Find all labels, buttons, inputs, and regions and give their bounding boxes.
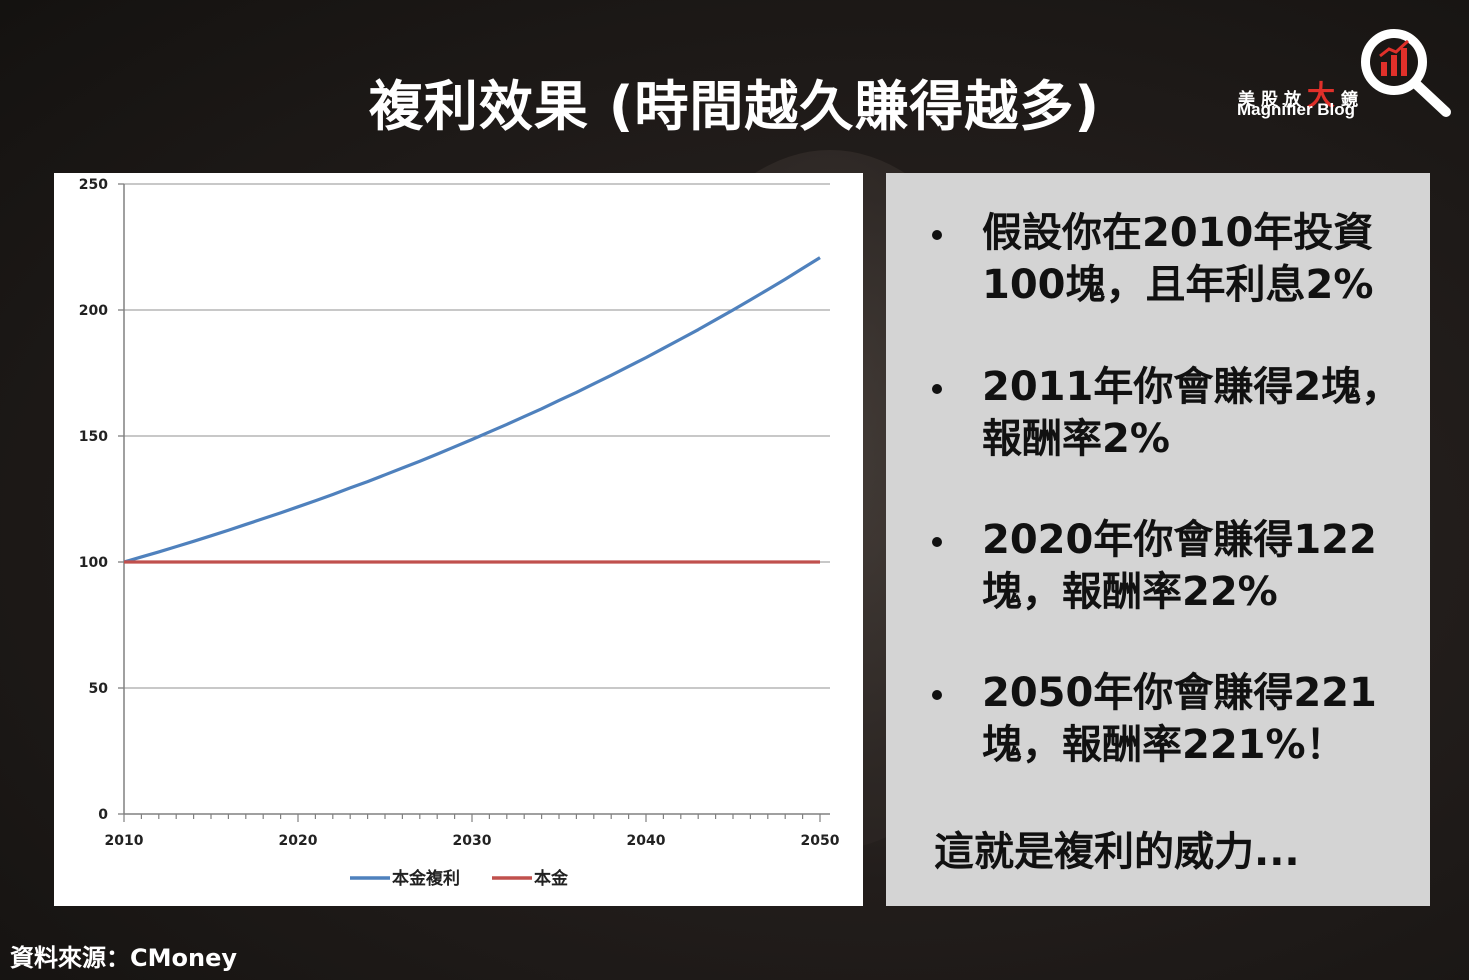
chart-axes: [118, 183, 830, 822]
x-tick-label: 2040: [627, 833, 666, 849]
chart-svg: 0 50 100 150 200 250 2010 2020 2030 2040 2050 本金複…: [79, 177, 840, 889]
blog-logo: 美股放大鏡 Magnifier Blog: [1232, 29, 1457, 136]
bullet-item-3: 2020年你會賺得122塊，報酬率22%: [982, 517, 1377, 615]
bullet-item-2: 2011年你會賺得2塊，報酬率2%: [982, 364, 1402, 462]
logo-cn-big-char: 大: [1307, 79, 1342, 112]
y-tick-label: 50: [89, 681, 109, 697]
bullet-dot: [932, 384, 942, 394]
bullet-item-1: 假設你在2010年投資100塊，且年利息2%: [982, 210, 1374, 308]
compound-interest-chart: 0 50 100 150 200 250 2010 2020 2030 2040 2050 本金複…: [54, 173, 863, 906]
y-tick-label: 0: [98, 807, 108, 823]
y-axis-tick-labels: 0 50 100 150 200 250: [79, 177, 108, 823]
chart-series: [123, 256, 821, 564]
legend-label-1: 本金複利: [392, 868, 460, 889]
logo-chinese-name: 美股放大鏡: [1238, 74, 1364, 114]
chart-legend: 本金複利 本金: [350, 868, 569, 889]
x-tick-label: 2020: [279, 833, 318, 849]
bullet-dot: [932, 230, 942, 240]
page-title: 複利效果 (時間越久賺得越多): [368, 75, 1101, 138]
x-axis-tick-labels: 2010 2020 2030 2040 2050: [105, 833, 840, 849]
x-tick-label: 2030: [453, 833, 492, 849]
logo-cn-part-1: 美股放: [1238, 90, 1307, 110]
y-tick-label: 100: [79, 555, 108, 571]
y-tick-label: 200: [79, 303, 108, 319]
bullet-item-4: 2050年你會賺得221塊，報酬率221%！: [982, 670, 1377, 768]
x-tick-label: 2050: [801, 833, 840, 849]
x-tick-label: 2010: [105, 833, 144, 849]
series-line-1: [123, 256, 821, 564]
conclusion-text: 這就是複利的威力...: [934, 829, 1300, 875]
source-note: 資料來源：CMoney: [10, 944, 237, 972]
logo-english-name: Magnifier Blog: [1237, 100, 1356, 119]
y-tick-label: 250: [79, 177, 108, 193]
magnifier-bar-chart-icon: [1361, 29, 1451, 117]
legend-label-2: 本金: [534, 868, 569, 889]
explanation-panel: 假設你在2010年投資100塊，且年利息2% 2011年你會賺得2塊，報酬率2%…: [886, 173, 1430, 906]
bullet-dot: [932, 690, 942, 700]
y-tick-label: 150: [79, 429, 108, 445]
logo-cn-part-2: 鏡: [1341, 90, 1365, 110]
bullet-dot: [932, 537, 942, 547]
